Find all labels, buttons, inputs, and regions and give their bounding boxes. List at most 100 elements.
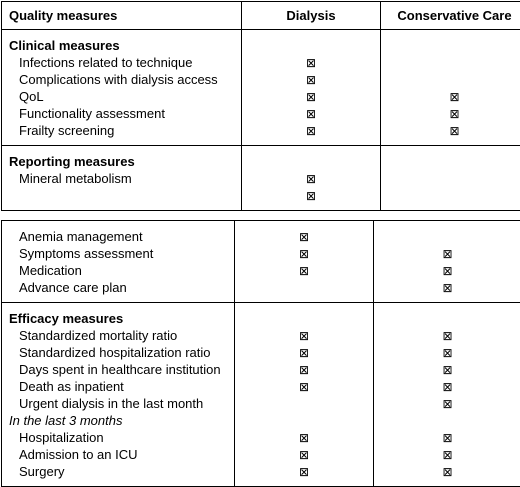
- subheading-last-3-months: In the last 3 months: [9, 413, 123, 428]
- checked-box-icon: ⊠: [305, 124, 317, 138]
- checked-box-icon: ⊠: [298, 363, 310, 377]
- reporting-continued-section: Anemia management Symptoms assessment Medi…: [2, 220, 520, 303]
- dialysis-mark: ⊠: [235, 361, 373, 378]
- checked-box-icon: ⊠: [442, 397, 453, 411]
- conservative-mark: ⊠: [381, 88, 520, 105]
- table-header-row: Quality measures Dialysis Conservative C…: [2, 1, 520, 30]
- measure-label: Admission to an ICU: [19, 447, 138, 462]
- reporting-cont-labels-cell: Anemia management Symptoms assessment Medi…: [2, 221, 235, 303]
- dialysis-mark: ⊠: [235, 344, 373, 361]
- conservative-mark: ⊠: [374, 378, 520, 395]
- checked-box-icon: ⊠: [298, 247, 310, 261]
- checked-box-icon: ⊠: [442, 329, 453, 343]
- measure-label: Days spent in healthcare institution: [19, 362, 221, 377]
- header-quality-measures: Quality measures: [9, 8, 118, 23]
- checked-box-icon: ⊠: [305, 172, 317, 186]
- dialysis-mark: [235, 395, 373, 412]
- dialysis-mark: ⊠: [235, 378, 373, 395]
- checked-box-icon: ⊠: [305, 90, 317, 104]
- checked-box-icon: ⊠: [442, 281, 453, 295]
- checked-box-icon: ⊠: [305, 189, 317, 203]
- clinical-measures-section: Clinical measures Infections related to …: [1, 29, 520, 146]
- reporting-measures-section: Reporting measures Mineral metabolism ⊠ ⊠: [1, 145, 520, 211]
- measure-label: Advance care plan: [19, 280, 127, 295]
- checked-box-icon: ⊠: [298, 431, 310, 445]
- checked-box-icon: ⊠: [442, 346, 453, 360]
- measure-label: Standardized mortality ratio: [19, 328, 178, 343]
- reporting-dialysis-cell: ⊠ ⊠: [241, 145, 381, 211]
- checked-box-icon: ⊠: [442, 465, 453, 479]
- conservative-mark: ⊠: [374, 344, 520, 361]
- reporting-cont-dialysis-cell: ⊠ ⊠ ⊠: [234, 220, 374, 303]
- checked-box-icon: ⊠: [449, 107, 460, 121]
- measure-label: Complications with dialysis access: [19, 72, 218, 87]
- reporting-conservative-cell: [380, 145, 520, 211]
- conservative-mark: ⊠: [374, 327, 520, 344]
- measure-label: Infections related to technique: [19, 55, 193, 70]
- section-title-efficacy: Efficacy measures: [9, 311, 124, 326]
- conservative-mark: ⊠: [381, 122, 520, 139]
- measure-label: Surgery: [19, 464, 65, 479]
- efficacy-dialysis-cell: ⊠ ⊠ ⊠ ⊠ ⊠ ⊠ ⊠: [234, 302, 374, 487]
- section-title-reporting: Reporting measures: [9, 154, 135, 169]
- dialysis-mark: ⊠: [242, 170, 380, 187]
- efficacy-labels-cell: Efficacy measures Standardized mortality…: [1, 302, 235, 487]
- measure-label: Mineral metabolism: [19, 171, 132, 186]
- checked-box-icon: ⊠: [442, 247, 453, 261]
- clinical-labels-cell: Clinical measures Infections related to …: [1, 29, 242, 146]
- header-dialysis: Dialysis: [241, 1, 381, 30]
- dialysis-mark: ⊠: [242, 71, 380, 88]
- checked-box-icon: ⊠: [442, 380, 453, 394]
- dialysis-mark: ⊠: [242, 88, 380, 105]
- dialysis-mark: ⊠: [235, 262, 373, 279]
- checked-box-icon: ⊠: [449, 124, 460, 138]
- checked-box-icon: ⊠: [442, 363, 453, 377]
- conservative-mark: [381, 71, 520, 88]
- checked-box-icon: ⊠: [442, 264, 453, 278]
- reporting-cont-conservative-cell: ⊠ ⊠ ⊠: [373, 220, 520, 303]
- checked-box-icon: ⊠: [442, 431, 453, 445]
- measure-label: Symptoms assessment: [19, 246, 154, 261]
- measure-label: Frailty screening: [19, 123, 115, 138]
- dialysis-mark: ⊠: [235, 228, 373, 245]
- measure-label: Medication: [19, 263, 82, 278]
- measure-label: Urgent dialysis in the last month: [19, 396, 204, 411]
- measure-label: Standardized hospitalization ratio: [19, 345, 211, 360]
- checked-box-icon: ⊠: [298, 346, 310, 360]
- conservative-mark: [381, 54, 520, 71]
- efficacy-measures-section: Efficacy measures Standardized mortality…: [1, 302, 520, 487]
- measure-label: Hospitalization: [19, 430, 104, 445]
- dialysis-mark: ⊠: [235, 463, 373, 480]
- clinical-dialysis-cell: ⊠ ⊠ ⊠ ⊠ ⊠: [241, 29, 381, 146]
- header-conservative-care: Conservative Care: [380, 1, 520, 30]
- conservative-mark: [374, 228, 520, 245]
- dialysis-mark: ⊠: [242, 122, 380, 139]
- efficacy-conservative-cell: ⊠ ⊠ ⊠ ⊠ ⊠ ⊠ ⊠ ⊠: [373, 302, 520, 487]
- checked-box-icon: ⊠: [298, 465, 310, 479]
- measure-label: [2, 187, 241, 204]
- checked-box-icon: ⊠: [449, 90, 460, 104]
- dialysis-mark: ⊠: [235, 446, 373, 463]
- reporting-labels-cell: Reporting measures Mineral metabolism: [1, 145, 242, 211]
- conservative-mark: ⊠: [374, 262, 520, 279]
- conservative-mark: [381, 187, 520, 204]
- measure-label: Death as inpatient: [19, 379, 124, 394]
- dialysis-mark: ⊠: [235, 245, 373, 262]
- measure-label: QoL: [19, 89, 44, 104]
- conservative-mark: ⊠: [374, 429, 520, 446]
- checked-box-icon: ⊠: [298, 230, 310, 244]
- checked-box-icon: ⊠: [298, 264, 310, 278]
- conservative-mark: ⊠: [374, 279, 520, 296]
- quality-measures-table-continued: Anemia management Symptoms assessment Medi…: [1, 220, 520, 487]
- conservative-mark: ⊠: [374, 446, 520, 463]
- checked-box-icon: ⊠: [305, 56, 317, 70]
- dialysis-mark: ⊠: [242, 105, 380, 122]
- quality-measures-table: Quality measures Dialysis Conservative C…: [1, 1, 520, 211]
- dialysis-mark: [235, 279, 373, 296]
- checked-box-icon: ⊠: [298, 329, 310, 343]
- checked-box-icon: ⊠: [442, 448, 453, 462]
- checked-box-icon: ⊠: [305, 107, 317, 121]
- clinical-conservative-cell: ⊠ ⊠ ⊠: [380, 29, 520, 146]
- dialysis-mark: ⊠: [242, 54, 380, 71]
- conservative-mark: ⊠: [374, 361, 520, 378]
